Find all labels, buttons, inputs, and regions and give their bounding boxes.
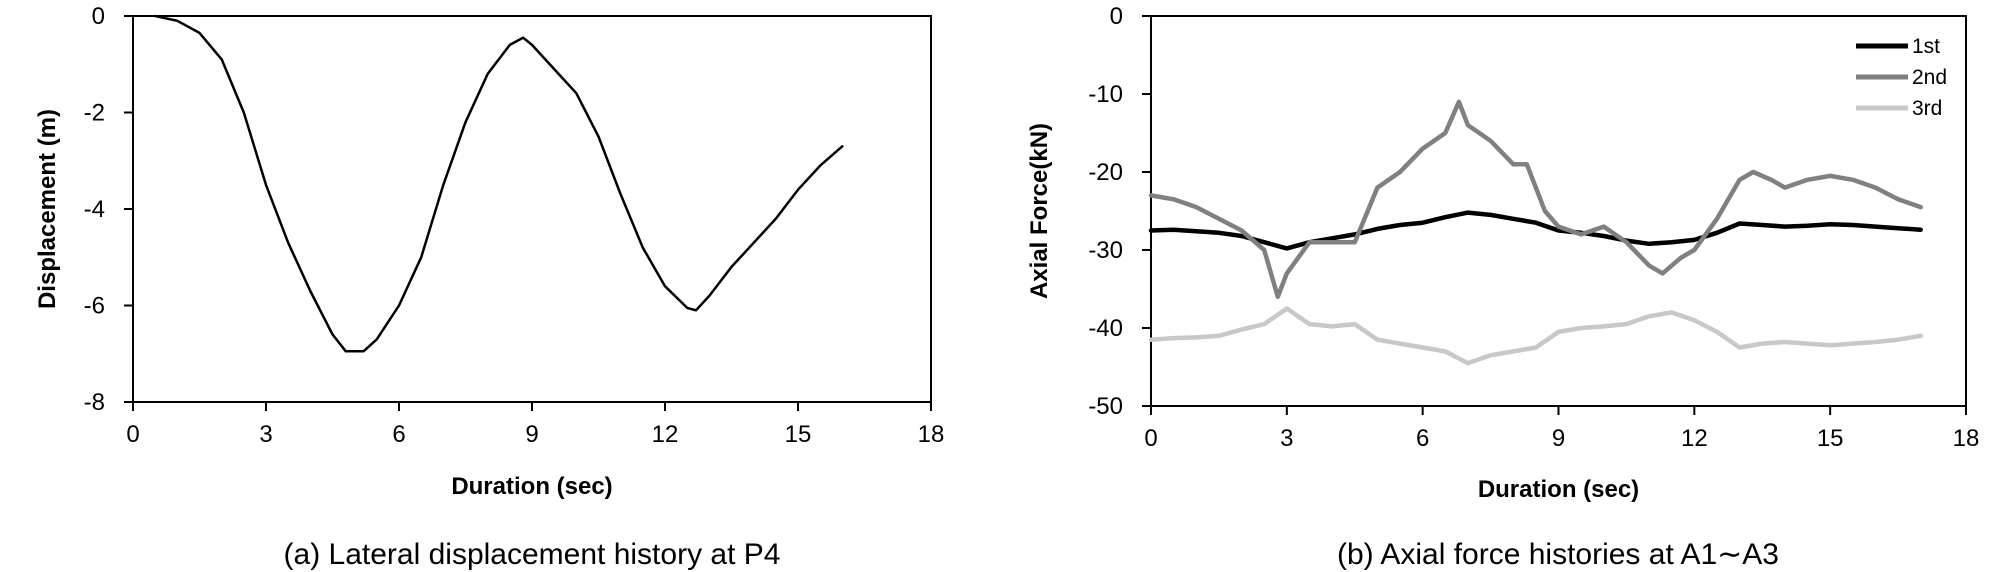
caption-b: (b) Axial force histories at A1∼A3 <box>1337 538 1779 571</box>
y-tick-label: 0 <box>92 3 105 30</box>
x-tick-label: 18 <box>1953 425 1980 452</box>
x-tick-label: 15 <box>785 421 812 448</box>
chart-a: 0 3 6 9 12 15 18 0 -2 -4 -6 -8 Duration (sec) Displac… <box>34 3 944 571</box>
y-axis-label: Displacement (m) <box>34 109 61 309</box>
plot-frame <box>1150 15 1967 407</box>
series-line-1st <box>1148 210 1923 251</box>
x-tick-label: 18 <box>918 421 945 448</box>
y-tick-label: -20 <box>1088 159 1123 186</box>
x-axis-label: Duration (sec) <box>451 473 612 500</box>
y-tick-label: -4 <box>84 196 105 223</box>
y-tick-label: -30 <box>1088 237 1123 264</box>
x-tick-label: 0 <box>126 421 139 448</box>
y-tick-label: -10 <box>1088 81 1123 108</box>
x-tick-label: 15 <box>1817 425 1844 452</box>
y-tick-label: -6 <box>84 293 105 320</box>
series-line-1 <box>153 14 844 353</box>
y-axis-label: Axial Force(kN) <box>1026 123 1053 299</box>
x-axis-label: Duration (sec) <box>1478 476 1639 503</box>
series-line-3rd <box>1148 306 1923 366</box>
legend-label: 1st <box>1912 35 1940 58</box>
series-line-2nd <box>1148 99 1923 300</box>
legend-label: 3rd <box>1912 97 1942 120</box>
y-tick-label: -8 <box>84 389 105 416</box>
y-tick-label: -40 <box>1088 315 1123 342</box>
y-tick-label: -2 <box>84 100 105 127</box>
x-tick-label: 3 <box>259 421 272 448</box>
x-tick-label: 3 <box>1280 425 1293 452</box>
caption-a: (a) Lateral displacement history at P4 <box>284 538 781 571</box>
chart-b: 0 3 6 9 12 15 18 0 -10 -20 -30 -40 -50 Duration (sec)… <box>1026 3 1979 571</box>
y-tick-label: 0 <box>1110 3 1123 30</box>
x-tick-label: 12 <box>1681 425 1708 452</box>
x-tick-label: 6 <box>1416 425 1429 452</box>
x-tick-label: 9 <box>525 421 538 448</box>
plot-frame <box>132 15 932 403</box>
x-tick-label: 9 <box>1552 425 1565 452</box>
x-tick-label: 0 <box>1144 425 1157 452</box>
x-tick-label: 12 <box>652 421 679 448</box>
legend: 1st 2nd 3rd <box>1856 35 1947 120</box>
y-tick-label: -50 <box>1088 393 1123 420</box>
legend-label: 2nd <box>1912 66 1947 89</box>
x-tick-label: 6 <box>392 421 405 448</box>
